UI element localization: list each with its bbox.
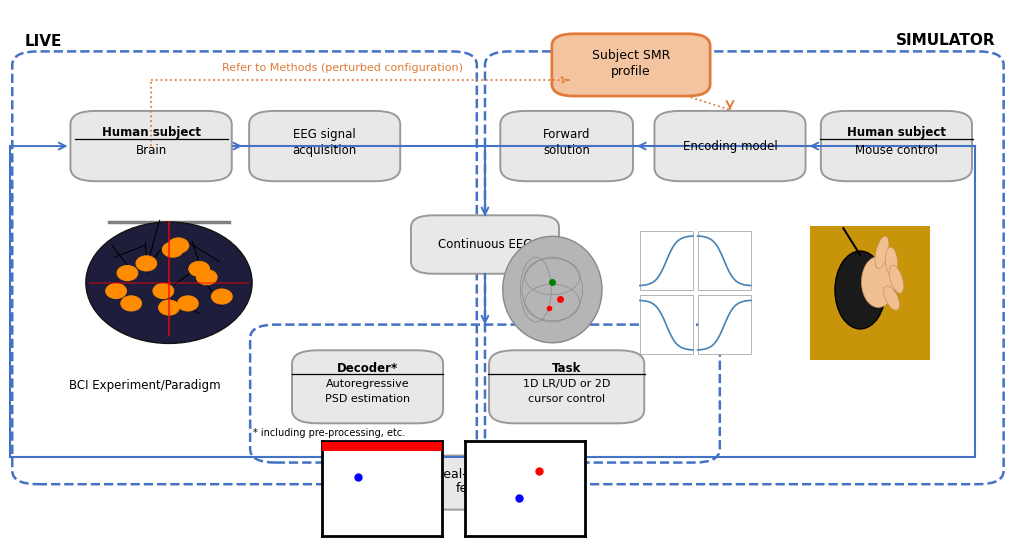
Circle shape: [196, 269, 217, 285]
Circle shape: [162, 242, 183, 257]
FancyBboxPatch shape: [249, 111, 400, 181]
Ellipse shape: [889, 265, 904, 293]
Text: acquisition: acquisition: [293, 144, 356, 157]
Text: Task: Task: [552, 362, 581, 375]
Ellipse shape: [883, 286, 900, 310]
Text: cursor control: cursor control: [528, 394, 605, 404]
FancyBboxPatch shape: [399, 456, 571, 510]
Text: profile: profile: [612, 65, 650, 78]
Ellipse shape: [862, 256, 895, 307]
Ellipse shape: [502, 236, 602, 343]
Text: Decoder*: Decoder*: [337, 362, 398, 375]
Ellipse shape: [835, 251, 885, 329]
Circle shape: [168, 238, 189, 253]
Text: Mouse control: Mouse control: [855, 144, 938, 157]
Circle shape: [158, 300, 180, 315]
Ellipse shape: [885, 247, 897, 276]
Text: Human subject: Human subject: [847, 126, 945, 139]
FancyBboxPatch shape: [70, 111, 232, 181]
Bar: [640, 231, 693, 290]
Circle shape: [117, 266, 138, 281]
Text: Human subject: Human subject: [102, 126, 200, 139]
Text: Refer to Methods (perturbed configuration): Refer to Methods (perturbed configuratio…: [222, 63, 463, 73]
FancyBboxPatch shape: [410, 215, 560, 274]
Circle shape: [106, 283, 127, 299]
Text: Real-time visual: Real-time visual: [435, 469, 535, 481]
FancyBboxPatch shape: [821, 111, 972, 181]
FancyBboxPatch shape: [654, 111, 806, 181]
Text: feedback: feedback: [456, 482, 514, 495]
FancyBboxPatch shape: [489, 351, 644, 423]
FancyBboxPatch shape: [292, 351, 443, 423]
FancyBboxPatch shape: [551, 34, 711, 96]
Text: Brain: Brain: [136, 144, 166, 157]
Text: BCI Experiment/Paradigm: BCI Experiment/Paradigm: [69, 379, 222, 392]
Bar: [697, 231, 750, 290]
Circle shape: [178, 296, 198, 311]
Text: Forward: Forward: [543, 128, 590, 141]
Circle shape: [211, 289, 232, 304]
Bar: [322, 442, 442, 451]
Text: 1D LR/UD or 2D: 1D LR/UD or 2D: [523, 379, 611, 389]
Text: LIVE: LIVE: [25, 34, 62, 49]
Circle shape: [189, 261, 209, 276]
Text: Continuous EEG: Continuous EEG: [438, 238, 532, 251]
Text: Autoregressive: Autoregressive: [326, 379, 409, 389]
Circle shape: [153, 283, 174, 299]
FancyBboxPatch shape: [500, 111, 633, 181]
Text: EEG signal: EEG signal: [293, 128, 356, 141]
Text: Encoding model: Encoding model: [683, 140, 777, 153]
Circle shape: [136, 256, 156, 271]
Text: solution: solution: [543, 144, 590, 157]
Text: PSD estimation: PSD estimation: [325, 394, 410, 404]
Bar: [640, 295, 693, 354]
Circle shape: [120, 296, 142, 311]
Ellipse shape: [86, 222, 252, 344]
Text: * including pre-processing, etc.: * including pre-processing, etc.: [253, 428, 405, 438]
Text: SIMULATOR: SIMULATOR: [895, 32, 995, 48]
Bar: [697, 295, 750, 354]
Text: Subject SMR: Subject SMR: [592, 49, 670, 62]
Ellipse shape: [875, 236, 889, 269]
